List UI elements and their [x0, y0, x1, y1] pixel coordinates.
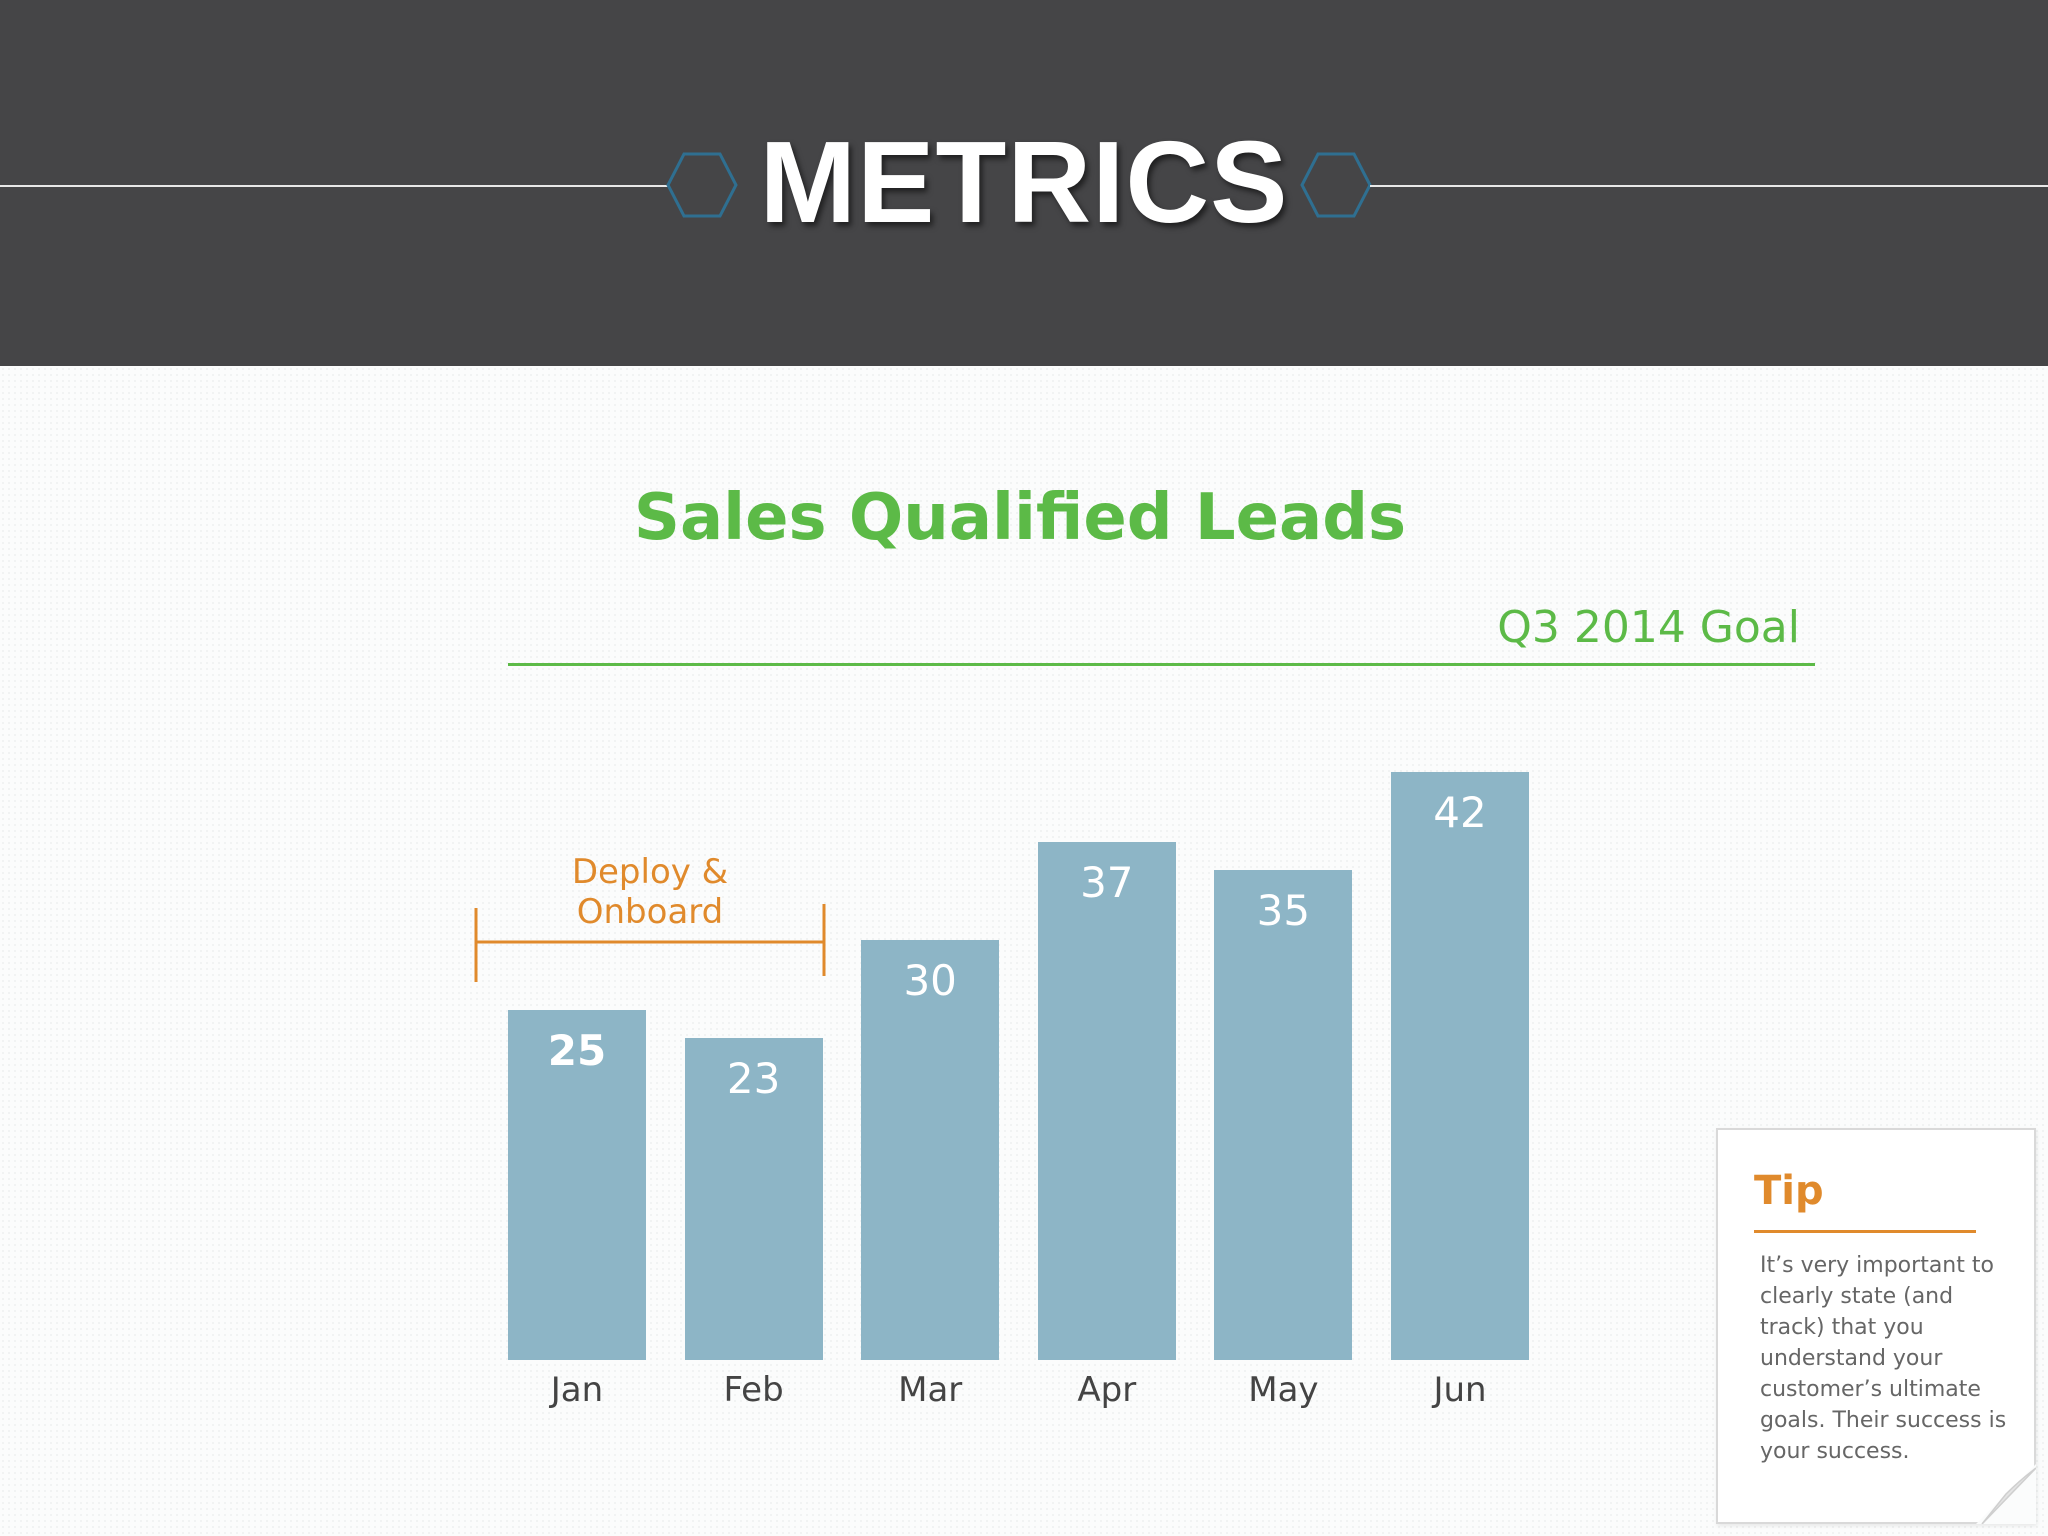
- header-rule-right: [1370, 185, 2048, 187]
- bar-apr: [1037, 842, 1176, 1360]
- header-banner: METRICS: [0, 0, 2048, 366]
- category-label: Apr: [1077, 1370, 1137, 1410]
- annotation-bracket: [474, 904, 826, 982]
- bar-jun: [1391, 772, 1529, 1360]
- bar-may: [1214, 870, 1353, 1360]
- category-label: Mar: [898, 1370, 963, 1410]
- page-title: METRICS: [759, 117, 1289, 247]
- page-curl-icon: [1976, 1464, 2036, 1524]
- tip-text: It’s very important to clearly state (an…: [1760, 1253, 2007, 1464]
- annotation-label: Deploy & Onboard: [571, 852, 729, 932]
- goal-line: [508, 663, 1815, 666]
- tip-card: Tip It’s very important to clearly state…: [1716, 1128, 2036, 1524]
- bar-mar: [861, 940, 1000, 1360]
- tip-title: Tip: [1754, 1168, 1824, 1214]
- hexagon-outline-icon: [1300, 152, 1372, 218]
- bar-value-label: 42: [1433, 788, 1487, 837]
- bar-value-label: 25: [547, 1026, 607, 1075]
- header-rule-left: [0, 185, 668, 187]
- category-label: May: [1248, 1370, 1319, 1410]
- bar-value-label: 35: [1256, 886, 1311, 935]
- bar-feb: [684, 1038, 823, 1360]
- category-label: Jun: [1433, 1370, 1487, 1410]
- goal-label: Q3 2014 Goal: [1497, 602, 1800, 653]
- chart-title: Sales Qualified Leads: [633, 481, 1407, 555]
- bar-jan: [508, 1010, 646, 1360]
- hexagon-outline-icon: [666, 152, 738, 218]
- bar-value-label: 23: [726, 1054, 781, 1103]
- tip-rule: [1754, 1230, 1976, 1233]
- bar-value-label: 30: [903, 956, 957, 1005]
- bar-value-label: 37: [1080, 858, 1134, 907]
- category-label: Feb: [723, 1370, 784, 1410]
- category-label: Jan: [550, 1370, 604, 1410]
